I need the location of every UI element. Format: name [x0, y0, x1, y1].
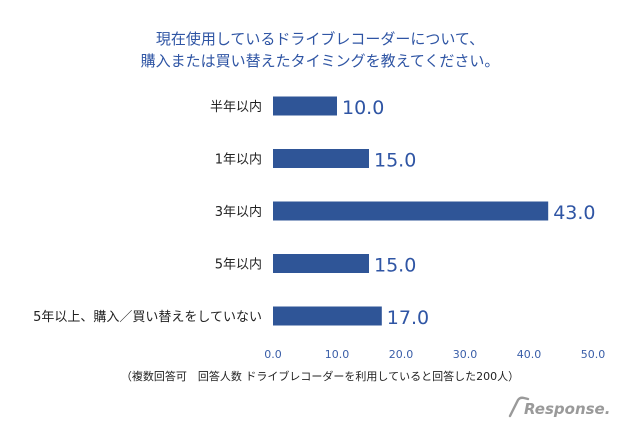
data-label: 15.0	[374, 150, 416, 172]
bars-layer	[273, 96, 549, 326]
data-label: 43.0	[553, 202, 595, 224]
bar	[273, 254, 369, 273]
x-tick-label: 50.0	[581, 348, 606, 361]
category-labels: 半年以内 1年以内 3年以内 5年以内 5年以上、購入／買い替えをしていない	[33, 99, 262, 325]
category-label: 半年以内	[210, 99, 262, 115]
watermark-text: Response.	[524, 400, 610, 418]
chart-title-line-1: 現在使用しているドライブレコーダーについて、	[155, 30, 485, 48]
data-label: 17.0	[387, 307, 429, 329]
data-label: 15.0	[374, 255, 416, 277]
category-label: 3年以内	[215, 204, 262, 220]
data-label: 10.0	[342, 97, 384, 119]
chart-title-line-2: 購入または買い替えたタイミングを教えてください。	[140, 52, 500, 70]
chart-footnote: （複数回答可 回答人数 ドライブレコーダーを利用していると回答した200人）	[120, 370, 520, 383]
chart-title: 現在使用しているドライブレコーダーについて、 購入または買い替えたタイミングを教…	[0, 28, 640, 72]
x-tick-label: 30.0	[453, 348, 478, 361]
category-label: 5年以上、購入／買い替えをしていない	[33, 310, 262, 325]
x-tick-label: 10.0	[325, 348, 350, 361]
x-tick-label: 40.0	[517, 348, 542, 361]
x-tick-labels: 0.0 10.0 20.0 30.0 40.0 50.0	[264, 348, 605, 361]
x-tick-label: 20.0	[389, 348, 414, 361]
bar	[273, 201, 549, 221]
response-logo-icon: Response.	[508, 394, 626, 420]
category-label: 1年以内	[215, 152, 262, 168]
x-tick-label: 0.0	[264, 348, 282, 361]
category-label: 5年以内	[215, 257, 262, 273]
bar	[273, 149, 369, 168]
bar	[273, 306, 382, 326]
bar	[273, 96, 337, 116]
data-labels: 10.0 15.0 43.0 15.0 17.0	[342, 97, 596, 329]
